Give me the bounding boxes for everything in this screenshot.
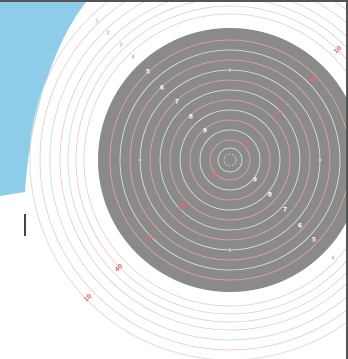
score-label-1: 1: [95, 19, 99, 25]
red-label-30: 30: [308, 75, 319, 86]
score-label-9: 9: [203, 128, 207, 135]
red-label-outer-c: 10: [333, 45, 344, 56]
inner-score-labels-upper: 5 6 7 8 9: [146, 69, 207, 135]
black-zone-red-rings: [109, 39, 348, 281]
score-label-6: 6: [160, 85, 164, 92]
red-label-50: 50: [178, 202, 189, 213]
red-ring-labels: 10 20 30 40 50 60 40 10 10: [83, 45, 344, 304]
aiming-black-zone: [98, 28, 348, 292]
red-label-outer-a: 40: [114, 263, 125, 274]
outer-red-rings: [39, 0, 348, 351]
score-label-7b: 7: [283, 207, 287, 214]
inner-score-labels-lower: 9 8 7 6 5 4: [253, 177, 335, 262]
outer-rings: [29, 0, 348, 359]
score-label-7: 7: [175, 99, 179, 106]
text-cursor: [24, 214, 26, 236]
score-label-5b: 5: [312, 237, 316, 244]
top-border: [0, 0, 348, 2]
score-label-3: 3: [119, 43, 123, 49]
red-label-10: 10: [241, 139, 252, 150]
center-ring-dashed: [223, 153, 237, 167]
red-label-outer-b: 10: [83, 293, 94, 304]
score-label-8b: 8: [268, 192, 272, 199]
score-label-4b: 4: [331, 256, 335, 262]
score-label-8: 8: [189, 114, 193, 121]
score-label-9b: 9: [253, 177, 257, 184]
red-label-60: 60: [145, 233, 156, 244]
blue-corner-shape: [0, 0, 88, 196]
score-label-6b: 6: [298, 223, 302, 230]
outer-score-labels: 1 2 3 4: [95, 19, 135, 61]
red-label-20: 20: [274, 108, 285, 119]
tick-marks: [138, 68, 322, 252]
red-label-40: 40: [209, 171, 220, 182]
score-label-4: 4: [131, 55, 135, 61]
score-label-2: 2: [106, 31, 110, 37]
score-label-5: 5: [146, 69, 150, 76]
right-border: [346, 0, 348, 359]
